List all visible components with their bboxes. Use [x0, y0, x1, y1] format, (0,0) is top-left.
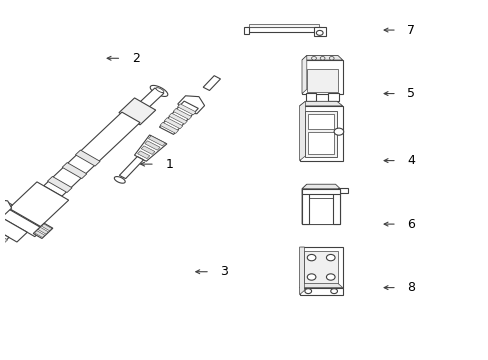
Polygon shape — [249, 24, 318, 27]
Polygon shape — [141, 146, 155, 154]
Polygon shape — [246, 27, 321, 32]
Polygon shape — [328, 93, 338, 100]
Polygon shape — [0, 200, 12, 214]
Polygon shape — [75, 150, 100, 166]
Polygon shape — [41, 224, 52, 231]
Polygon shape — [302, 184, 306, 224]
Circle shape — [306, 255, 315, 261]
Polygon shape — [203, 76, 220, 90]
Polygon shape — [302, 189, 340, 194]
Polygon shape — [160, 122, 178, 133]
Polygon shape — [299, 288, 342, 294]
Polygon shape — [134, 135, 166, 161]
Circle shape — [330, 289, 337, 294]
Polygon shape — [144, 141, 160, 150]
Polygon shape — [156, 88, 163, 93]
Polygon shape — [299, 106, 342, 161]
Circle shape — [311, 57, 316, 60]
Circle shape — [328, 57, 333, 60]
Polygon shape — [0, 198, 12, 215]
Polygon shape — [305, 111, 336, 157]
Circle shape — [320, 57, 325, 60]
Polygon shape — [332, 189, 340, 224]
Polygon shape — [302, 60, 342, 94]
Polygon shape — [43, 112, 140, 196]
Polygon shape — [0, 235, 8, 243]
Polygon shape — [178, 96, 204, 114]
Text: 1: 1 — [165, 158, 173, 171]
Circle shape — [306, 274, 315, 280]
Polygon shape — [307, 114, 333, 129]
Polygon shape — [302, 189, 340, 224]
Circle shape — [316, 30, 323, 35]
Text: 6: 6 — [407, 217, 414, 231]
Polygon shape — [140, 88, 163, 107]
Circle shape — [333, 128, 343, 135]
Polygon shape — [119, 157, 143, 179]
Polygon shape — [308, 198, 332, 224]
Polygon shape — [114, 177, 125, 183]
Polygon shape — [33, 223, 53, 238]
Polygon shape — [337, 188, 347, 193]
Polygon shape — [302, 55, 306, 94]
Polygon shape — [38, 227, 48, 234]
Polygon shape — [159, 101, 198, 134]
Polygon shape — [47, 176, 72, 193]
Polygon shape — [150, 85, 167, 96]
Polygon shape — [177, 104, 196, 115]
Polygon shape — [62, 163, 87, 179]
Polygon shape — [0, 219, 27, 242]
Polygon shape — [244, 27, 249, 33]
Circle shape — [304, 289, 311, 294]
Polygon shape — [302, 189, 308, 224]
Polygon shape — [9, 182, 68, 226]
Polygon shape — [299, 101, 305, 161]
Polygon shape — [302, 184, 340, 189]
Circle shape — [326, 274, 334, 280]
Polygon shape — [0, 207, 43, 237]
Polygon shape — [173, 108, 191, 120]
Polygon shape — [119, 98, 155, 125]
Text: 7: 7 — [407, 23, 415, 37]
Polygon shape — [0, 234, 9, 258]
Polygon shape — [148, 136, 165, 146]
Polygon shape — [305, 93, 316, 100]
Polygon shape — [168, 113, 187, 124]
Polygon shape — [299, 247, 304, 294]
Polygon shape — [35, 231, 45, 238]
Text: 8: 8 — [407, 281, 415, 294]
Polygon shape — [299, 283, 342, 288]
Text: 4: 4 — [407, 154, 414, 167]
Polygon shape — [302, 55, 342, 60]
Polygon shape — [304, 251, 337, 284]
Polygon shape — [299, 101, 342, 106]
Polygon shape — [137, 151, 149, 159]
Text: 5: 5 — [407, 87, 415, 100]
Text: 2: 2 — [132, 52, 140, 65]
Polygon shape — [306, 69, 337, 92]
Polygon shape — [164, 118, 183, 129]
Polygon shape — [313, 27, 325, 36]
Circle shape — [326, 255, 334, 261]
Text: 3: 3 — [220, 265, 228, 278]
Polygon shape — [0, 239, 3, 247]
Polygon shape — [307, 132, 333, 153]
Polygon shape — [299, 247, 342, 288]
